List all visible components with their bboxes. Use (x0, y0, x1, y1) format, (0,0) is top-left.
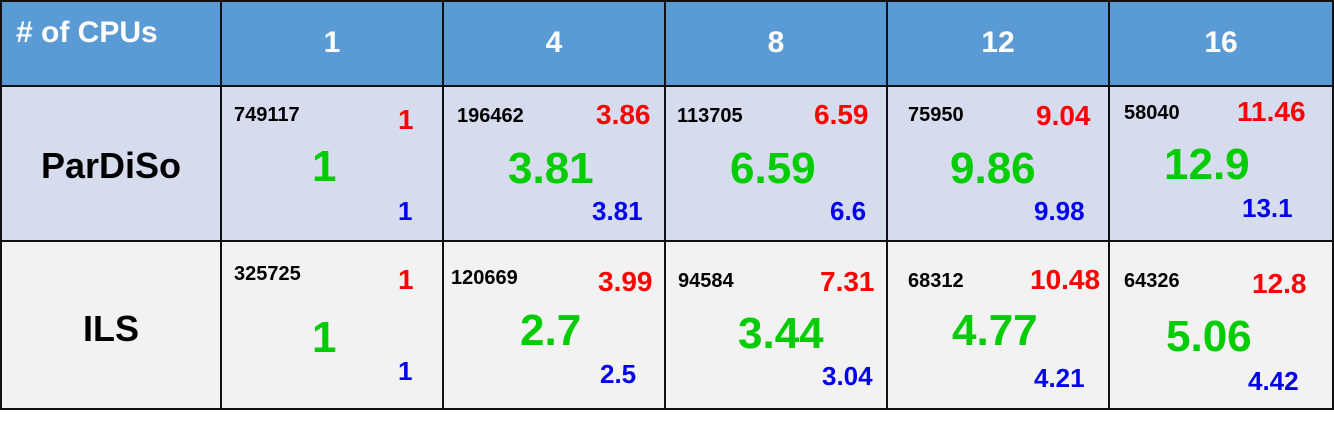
green-speedup: 3.44 (738, 309, 824, 358)
blue-speedup: 9.98 (1034, 196, 1085, 226)
time-value: 94584 (678, 270, 734, 292)
green-speedup: 4.77 (952, 306, 1038, 355)
header-cpu-12: 12 (888, 0, 1110, 87)
green-speedup: 2.7 (520, 306, 582, 355)
cell-ils-1: 325725 1 1 1 (222, 242, 444, 410)
red-speedup: 6.59 (814, 99, 869, 130)
cell-ils-4: 120669 3.99 2.7 2.5 (444, 242, 666, 410)
header-cpu-1: 1 (222, 0, 444, 87)
cell-pardiso-4: 196462 3.86 3.81 3.81 (444, 87, 666, 242)
green-speedup: 5.06 (1166, 312, 1252, 361)
header-cpu-16: 16 (1110, 0, 1334, 87)
header-cpu-4: 4 (444, 0, 666, 87)
time-value: 113705 (677, 105, 743, 127)
time-value: 749117 (234, 104, 300, 126)
red-speedup: 1 (398, 104, 414, 135)
red-speedup: 3.86 (596, 99, 651, 130)
blue-speedup: 3.04 (822, 361, 873, 391)
green-speedup: 1 (312, 142, 337, 191)
green-speedup: 12.9 (1164, 140, 1250, 189)
red-speedup: 1 (398, 264, 414, 295)
time-value: 325725 (234, 263, 301, 285)
red-speedup: 12.8 (1252, 268, 1307, 299)
header-cpus-label: # of CPUs (0, 0, 222, 87)
blue-speedup: 3.81 (592, 196, 643, 226)
cell-pardiso-1: 749117 1 1 1 (222, 87, 444, 242)
red-speedup: 3.99 (598, 266, 653, 297)
blue-speedup: 13.1 (1242, 193, 1293, 223)
red-speedup: 11.46 (1237, 96, 1306, 127)
green-speedup: 3.81 (508, 144, 594, 193)
time-value: 58040 (1124, 102, 1180, 124)
time-value: 196462 (457, 105, 524, 127)
row-label-pardiso: ParDiSo (0, 87, 222, 242)
red-speedup: 9.04 (1036, 100, 1091, 131)
blue-speedup: 1 (398, 196, 413, 226)
red-speedup: 10.48 (1030, 264, 1101, 295)
cell-ils-8: 94584 7.31 3.44 3.04 (666, 242, 888, 410)
time-value: 120669 (451, 267, 518, 289)
blue-speedup: 4.42 (1248, 366, 1299, 396)
red-speedup: 7.31 (820, 266, 875, 297)
green-speedup: 9.86 (950, 144, 1036, 193)
cell-pardiso-8: 113705 6.59 6.59 6.6 (666, 87, 888, 242)
cell-pardiso-16: 58040 11.46 12.9 13.1 (1110, 87, 1334, 242)
time-value: 75950 (908, 104, 964, 126)
green-speedup: 6.59 (730, 144, 816, 193)
time-value: 64326 (1124, 270, 1180, 292)
cell-pardiso-12: 75950 9.04 9.86 9.98 (888, 87, 1110, 242)
header-cpu-8: 8 (666, 0, 888, 87)
blue-speedup: 4.21 (1034, 363, 1085, 393)
blue-speedup: 2.5 (600, 359, 637, 389)
cell-ils-16: 64326 12.8 5.06 4.42 (1110, 242, 1334, 410)
time-value: 68312 (908, 270, 964, 292)
row-label-ils: ILS (0, 242, 222, 410)
blue-speedup: 6.6 (830, 196, 867, 226)
blue-speedup: 1 (398, 356, 413, 386)
header-cpus-label-text: # of CPUs (16, 16, 158, 49)
cell-ils-12: 68312 10.48 4.77 4.21 (888, 242, 1110, 410)
green-speedup: 1 (312, 313, 337, 362)
